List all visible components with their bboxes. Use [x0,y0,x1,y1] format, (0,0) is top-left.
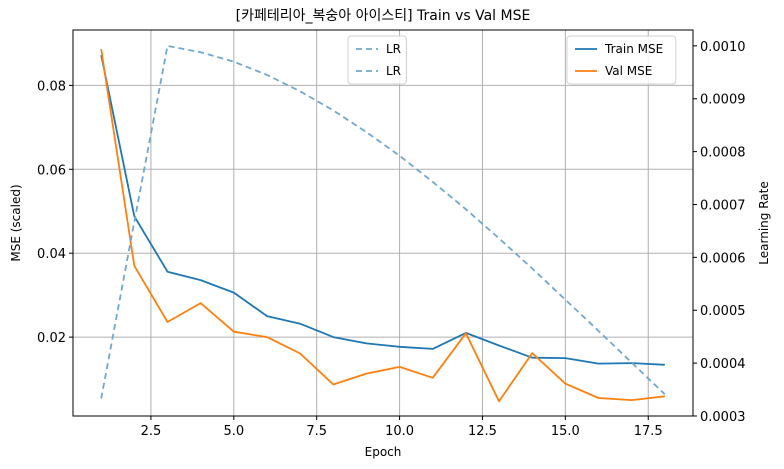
series-line-train-mse [100,55,665,366]
y2-tick-label: 0.0006 [700,251,746,266]
grid [73,30,693,416]
legend-lr: LR LR [347,35,407,85]
legend-label: Val MSE [605,64,652,78]
x-tick-label: 17.5 [634,424,663,439]
legend-label: LR [386,42,401,56]
y-axis-label: MSE (scaled) [9,184,23,261]
y2-tick-label: 0.0003 [700,410,746,425]
y-ticks: 0.02 0.04 0.06 0.08 [37,79,73,346]
y-tick-label: 0.08 [37,79,66,94]
legends: LR LR Train MSE Val MSE [347,35,677,85]
x-tick-label: 5.0 [223,424,244,439]
x-tick-label: 12.5 [468,424,497,439]
series-line-lr [100,45,666,399]
x-tick-label: 2.5 [141,424,162,439]
y-tick-label: 0.06 [37,163,66,178]
y2-tick-label: 0.0009 [700,93,746,108]
y2-tick-label: 0.0008 [700,146,746,161]
legend-mse: Train MSE Val MSE [566,35,677,85]
legend-label: Train MSE [604,42,663,56]
y2-tick-label: 0.0007 [700,198,746,213]
x-tick-label: 10.0 [385,424,414,439]
y2-tick-label: 0.0004 [700,357,746,372]
y2-axis-label: Learning Rate [757,181,771,264]
y-tick-label: 0.02 [37,331,66,346]
legend-box [566,35,677,85]
y2-tick-label: 0.0010 [700,40,746,55]
chart-title: [카페테리아_복숭아 아이스티] Train vs Val MSE [236,8,531,24]
x-ticks: 2.5 5.0 7.5 10.0 12.5 15.0 17.5 [141,416,663,439]
y2-tick-label: 0.0005 [700,304,746,319]
series-layer [100,45,666,403]
y-tick-label: 0.04 [37,247,66,262]
y2-ticks: 0.0003 0.0004 0.0005 0.0006 0.0007 0.0008 0.00… [693,40,746,425]
legend-box [347,35,407,85]
x-tick-label: 15.0 [551,424,580,439]
plot-frame [72,29,694,417]
x-axis-label: Epoch [365,445,402,459]
x-tick-label: 7.5 [306,424,327,439]
series-line-val-mse [100,49,665,403]
legend-label: LR [386,64,401,78]
